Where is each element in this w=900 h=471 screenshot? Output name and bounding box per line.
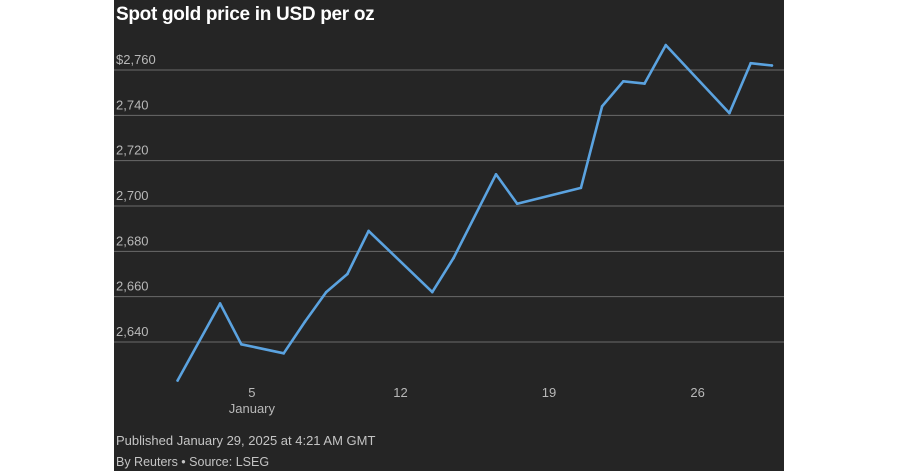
x-tick-label: 26: [690, 385, 704, 400]
data-point: [749, 61, 752, 65]
series-line-layer: [176, 43, 774, 382]
data-point: [239, 342, 243, 346]
data-point: [515, 202, 519, 206]
y-tick-label: 2,740: [116, 97, 149, 112]
data-point: [579, 186, 583, 190]
y-tick-label: 2,680: [116, 233, 149, 248]
published-date: Published January 29, 2025 at 4:21 AM GM…: [116, 433, 376, 448]
data-point: [218, 302, 222, 305]
chart-title: Spot gold price in USD per oz: [116, 4, 375, 25]
y-tick-label: 2,640: [116, 324, 149, 339]
data-point: [282, 352, 286, 355]
y-tick-label: 2,720: [116, 143, 149, 158]
data-point: [430, 290, 434, 294]
x-tick-label: 19: [542, 385, 556, 400]
y-tick-label: 2,700: [116, 188, 149, 203]
y-tick-label: $2,760: [116, 52, 156, 67]
data-point: [643, 82, 646, 85]
x-axis-tick-labels: 5 12 19 26: [248, 385, 705, 400]
x-axis-month-label: January: [229, 401, 276, 416]
byline-source: By Reuters • Source: LSEG: [116, 455, 270, 469]
data-point: [176, 379, 179, 382]
data-point: [494, 172, 498, 176]
y-axis-tick-labels: 2,640 2,660 2,680 2,700 2,720 2,740 $2,760: [116, 52, 156, 339]
data-point: [622, 80, 625, 83]
data-point: [728, 111, 731, 115]
data-point: [367, 229, 370, 233]
chart-panel: Spot gold price in USD per oz 2,640 2,660…: [114, 0, 784, 471]
y-tick-label: 2,660: [116, 279, 149, 294]
gold-price-chart: 2,640 2,660 2,680 2,700 2,720 2,740 $2,760 5 12…: [114, 43, 784, 416]
grid-lines: [114, 69, 784, 343]
x-tick-label: 5: [248, 385, 255, 400]
data-point: [346, 272, 349, 276]
gold-price-line: [176, 43, 774, 382]
data-point: [303, 320, 307, 323]
data-point: [600, 104, 604, 108]
data-point: [324, 290, 328, 294]
data-point: [452, 256, 455, 260]
x-tick-label: 12: [393, 385, 407, 400]
data-point: [770, 64, 774, 67]
data-point: [664, 43, 668, 47]
